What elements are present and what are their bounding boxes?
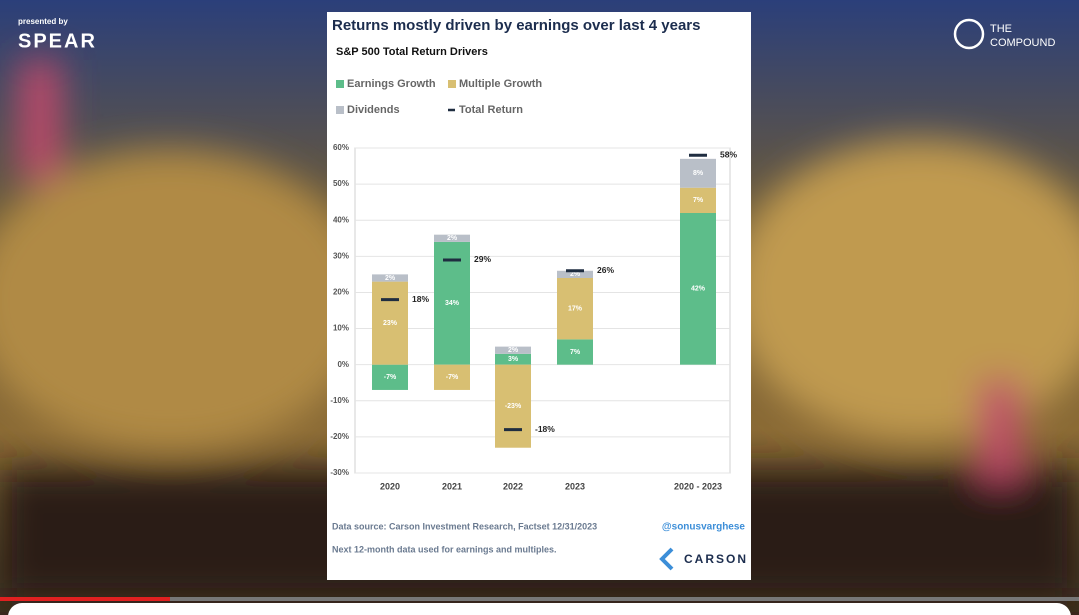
legend-label: Dividends — [347, 104, 400, 116]
legend-swatch — [336, 80, 344, 88]
total-label: 26% — [597, 265, 614, 275]
x-tick-label: 2021 — [442, 481, 462, 491]
y-tick-label: 40% — [333, 215, 349, 224]
y-tick-label: 60% — [333, 143, 349, 152]
bar-segment — [557, 278, 593, 340]
bar-segment — [495, 346, 531, 354]
y-tick-label: 50% — [333, 179, 349, 188]
bottom-panel — [8, 603, 1071, 615]
legend-swatch — [448, 80, 456, 88]
bar-value-label: 17% — [568, 306, 583, 313]
bar-value-label: 3% — [508, 356, 519, 363]
bar-segment — [557, 270, 593, 278]
legend-label: Multiple Growth — [459, 78, 542, 90]
bar-segment — [680, 213, 716, 365]
y-tick-label: -10% — [330, 396, 349, 405]
bar-value-label: 2% — [508, 347, 519, 354]
x-tick-label: 2020 — [380, 481, 400, 491]
x-tick-label: 2022 — [503, 481, 523, 491]
total-label: 29% — [474, 254, 491, 264]
note: Next 12-month data used for earnings and… — [332, 544, 557, 554]
y-tick-label: 10% — [333, 324, 349, 333]
bar-segment — [434, 364, 470, 390]
blurred-bulls — [0, 60, 1079, 600]
carson-logo: CARSON — [684, 552, 748, 566]
chart-title: Returns mostly driven by earnings over l… — [332, 17, 700, 34]
bar-value-label: 23% — [383, 320, 398, 327]
carson-logo-mark — [659, 547, 674, 571]
bar-value-label: 34% — [445, 300, 460, 307]
bar-value-label: 8% — [693, 170, 704, 177]
bar-value-label: -23% — [505, 403, 522, 410]
bar-segment — [680, 158, 716, 188]
progress-track[interactable] — [0, 597, 1079, 601]
bar-value-label: 7% — [570, 349, 581, 356]
x-tick-label: 2023 — [565, 481, 585, 491]
brand: SPEAR — [18, 30, 97, 52]
y-tick-label: -20% — [330, 432, 349, 441]
bar-value-label: 42% — [691, 286, 706, 293]
bar-segment — [495, 353, 531, 365]
x-tick-label: 2020 - 2023 — [674, 481, 722, 491]
channel-logo — [953, 18, 985, 50]
chart-subtitle: S&P 500 Total Return Drivers — [336, 46, 488, 58]
bar-segment — [372, 274, 408, 282]
channel-name: COMPOUND — [990, 37, 1055, 49]
handle[interactable]: @sonusvarghese — [662, 522, 746, 533]
y-tick-label: 0% — [337, 360, 349, 369]
bar-segment — [372, 364, 408, 390]
y-tick-label: 20% — [333, 288, 349, 297]
legend-label: Total Return — [459, 104, 523, 116]
total-label: -18% — [535, 424, 555, 434]
bar-value-label: 7% — [693, 197, 704, 204]
y-tick-label: 30% — [333, 251, 349, 260]
y-tick-label: -30% — [330, 468, 349, 477]
source: Data source: Carson Investment Research,… — [332, 521, 597, 531]
bar-segment — [557, 339, 593, 365]
legend-swatch — [336, 106, 344, 114]
bar-segment — [372, 281, 408, 365]
bar-segment — [680, 187, 716, 213]
bar-segment — [434, 241, 470, 365]
bar-value-label: -7% — [446, 374, 459, 381]
bar-value-label: -7% — [384, 374, 397, 381]
bar-value-label: 2% — [385, 275, 396, 282]
total-label: 18% — [412, 294, 429, 304]
bar-value-label: 2% — [570, 271, 581, 278]
bar-segment — [495, 364, 531, 448]
channel-name: THE — [990, 23, 1012, 35]
bar-value-label: 2% — [447, 235, 458, 242]
legend-label: Earnings Growth — [347, 78, 436, 90]
total-label: 58% — [720, 149, 737, 159]
presented-by: presented by — [18, 17, 68, 26]
bar-segment — [434, 234, 470, 242]
progress-played[interactable] — [0, 597, 170, 601]
